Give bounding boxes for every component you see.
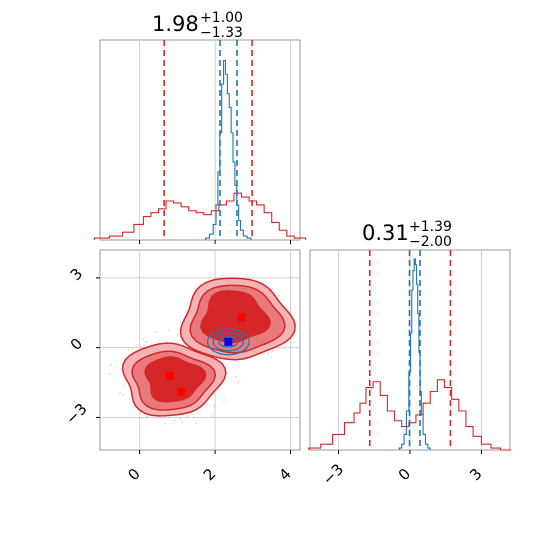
- red-histogram-param1: [93, 192, 307, 240]
- sample-dot: [146, 415, 149, 418]
- x-tick-label: 4: [275, 465, 294, 484]
- sample-dot: [185, 311, 188, 313]
- panel-frame: [99, 39, 301, 241]
- sample-dot: [206, 403, 209, 406]
- sample-dot: [213, 404, 216, 407]
- sample-dot: [179, 417, 182, 420]
- title-param2: 0.31 +1.39 −2.00: [362, 219, 452, 250]
- blue-histogram-param1: [205, 60, 252, 240]
- blue-contour: [206, 328, 250, 356]
- sample-dot: [142, 338, 145, 341]
- joint-density-panel: −3 0 3 0 2 4: [62, 249, 301, 484]
- sample-dot: [173, 419, 176, 422]
- sample-dot: [235, 376, 237, 378]
- sample-dot: [165, 340, 168, 343]
- y-tick-label: 3: [67, 265, 86, 284]
- red-marker: [237, 313, 246, 322]
- blue-marker: [224, 337, 233, 346]
- sample-dot: [223, 399, 225, 401]
- sample-dot: [122, 394, 124, 396]
- title-param2-plus: +1.39: [409, 219, 452, 235]
- sample-dot: [186, 415, 189, 418]
- sample-dot: [167, 329, 170, 332]
- sample-dot: [127, 349, 130, 352]
- title-param2-minus: −2.00: [409, 234, 452, 250]
- sample-dot: [195, 422, 198, 425]
- sample-dot: [192, 416, 195, 418]
- sample-dot: [122, 384, 125, 387]
- sample-dot: [278, 294, 280, 297]
- y-tick-label: 0: [67, 334, 86, 353]
- blue-contour: [212, 332, 245, 352]
- sample-dot: [211, 415, 214, 417]
- sample-dot: [181, 421, 184, 423]
- blue-contour: [218, 336, 239, 348]
- red-marker: [177, 387, 186, 396]
- title-param2-median: 0.31: [362, 221, 409, 245]
- red-contour-inner: [144, 356, 207, 403]
- title-param1-plus: +1.00: [200, 10, 243, 26]
- y-tick-label: −3: [62, 400, 90, 428]
- sample-dot: [109, 373, 111, 375]
- title-param1-median: 1.98: [152, 12, 199, 36]
- x-tick-label: −3: [319, 460, 347, 488]
- red-marker: [165, 371, 174, 380]
- sample-dot: [237, 381, 240, 384]
- sample-dot: [214, 392, 217, 395]
- x-tick-label: 3: [466, 465, 485, 484]
- x-tick-label: 0: [395, 465, 414, 484]
- x-tick-label: 0: [124, 465, 143, 484]
- x-tick-label: 2: [200, 465, 219, 484]
- sample-dot: [155, 331, 157, 334]
- blue-histogram-param2: [398, 258, 431, 450]
- sample-dot: [145, 340, 148, 343]
- sample-dot: [271, 350, 274, 352]
- title-param1-minus: −1.33: [200, 25, 243, 41]
- marginal-histogram-param2: −3 0 3: [308, 249, 512, 489]
- sample-dot: [110, 363, 112, 366]
- sample-dot: [226, 371, 229, 374]
- sample-dot: [164, 422, 166, 425]
- sample-dot: [267, 352, 270, 355]
- sample-dot: [177, 333, 179, 335]
- sample-dot: [119, 392, 121, 394]
- marginal-histogram-param1: [93, 39, 307, 244]
- sample-dot: [140, 417, 143, 420]
- title-param1: 1.98 +1.00 −1.33: [152, 10, 243, 41]
